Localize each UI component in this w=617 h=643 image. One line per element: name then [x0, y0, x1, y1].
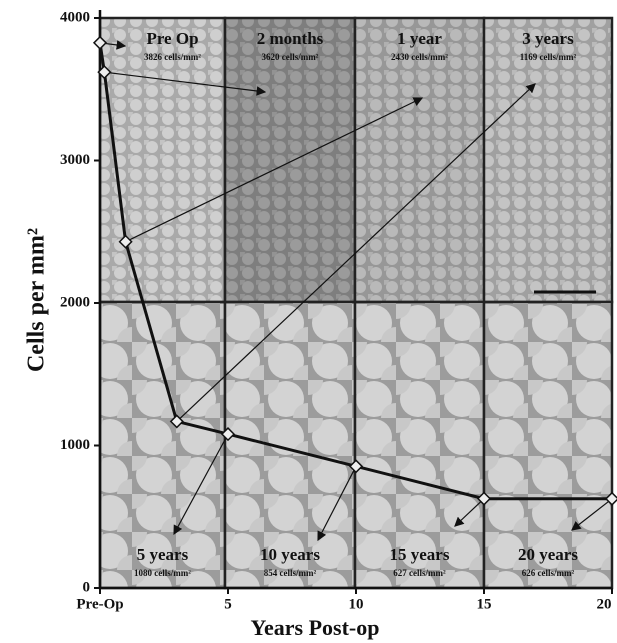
micrograph-panel — [355, 302, 484, 588]
micrograph-panel — [484, 18, 612, 302]
panel-count: 854 cells/mm² — [264, 568, 317, 578]
data-point — [118, 234, 133, 249]
y-tick-label: 1000 — [60, 437, 90, 453]
data-point — [92, 35, 108, 50]
panels: Pre Op 3826 cells/mm² 2 months 3620 cells/m… — [98, 16, 614, 590]
x-tick-label: Pre-Op — [76, 596, 123, 612]
y-axis-label: Cells per mm² — [24, 228, 50, 372]
panel-shade — [355, 18, 484, 302]
panel-count: 3826 cells/mm² — [144, 52, 201, 62]
micrograph-panel — [225, 302, 355, 588]
arrow — [125, 97, 424, 243]
panel-shade — [225, 18, 355, 302]
x-tick-label: 5 — [224, 596, 232, 612]
panel-title: 15 years — [390, 545, 450, 564]
panel-title: 3 years — [522, 29, 574, 48]
panel-title: 20 years — [518, 545, 578, 564]
data-point — [169, 414, 184, 429]
data-point — [220, 427, 236, 442]
micrograph-panel — [484, 302, 612, 588]
panel-shade — [484, 18, 612, 302]
micrograph-panel — [355, 18, 484, 302]
y-tick-label: 4000 — [60, 9, 90, 25]
data-point — [97, 65, 112, 80]
data-line — [98, 42, 613, 501]
x-axis-label: Years Post-op — [251, 615, 380, 640]
y-tick-label: 2000 — [60, 294, 90, 310]
panel-count: 626 cells/mm² — [522, 568, 575, 578]
arrow — [454, 498, 485, 527]
panel-count: 1080 cells/mm² — [134, 568, 191, 578]
panel-count: 3620 cells/mm² — [262, 52, 319, 62]
panel-count: 627 cells/mm² — [393, 568, 446, 578]
data-point — [348, 459, 364, 474]
arrow — [571, 498, 613, 531]
micrograph-panel — [225, 18, 355, 302]
arrow — [176, 83, 536, 422]
panel-title: 10 years — [260, 545, 320, 564]
panel-count: 1169 cells/mm² — [520, 52, 577, 62]
arrow — [104, 71, 267, 96]
micrograph-panel — [100, 18, 225, 302]
x-tick-label: 15 — [477, 596, 492, 612]
panel-title: 2 months — [257, 29, 324, 48]
panel-title: 5 years — [137, 545, 189, 564]
x-tick-label: 20 — [597, 596, 612, 612]
panel-title: 1 year — [397, 29, 442, 48]
arrow — [317, 466, 357, 542]
panel-title: Pre Op — [146, 29, 198, 48]
x-tick-label: 10 — [349, 596, 364, 612]
y-tick-label: 0 — [83, 579, 91, 595]
y-tick-label: 3000 — [60, 152, 90, 168]
panel-count: 2430 cells/mm² — [391, 52, 448, 62]
micrograph-panel — [100, 302, 225, 588]
arrow — [173, 433, 229, 536]
data-point — [476, 491, 492, 506]
data-point — [604, 491, 617, 506]
